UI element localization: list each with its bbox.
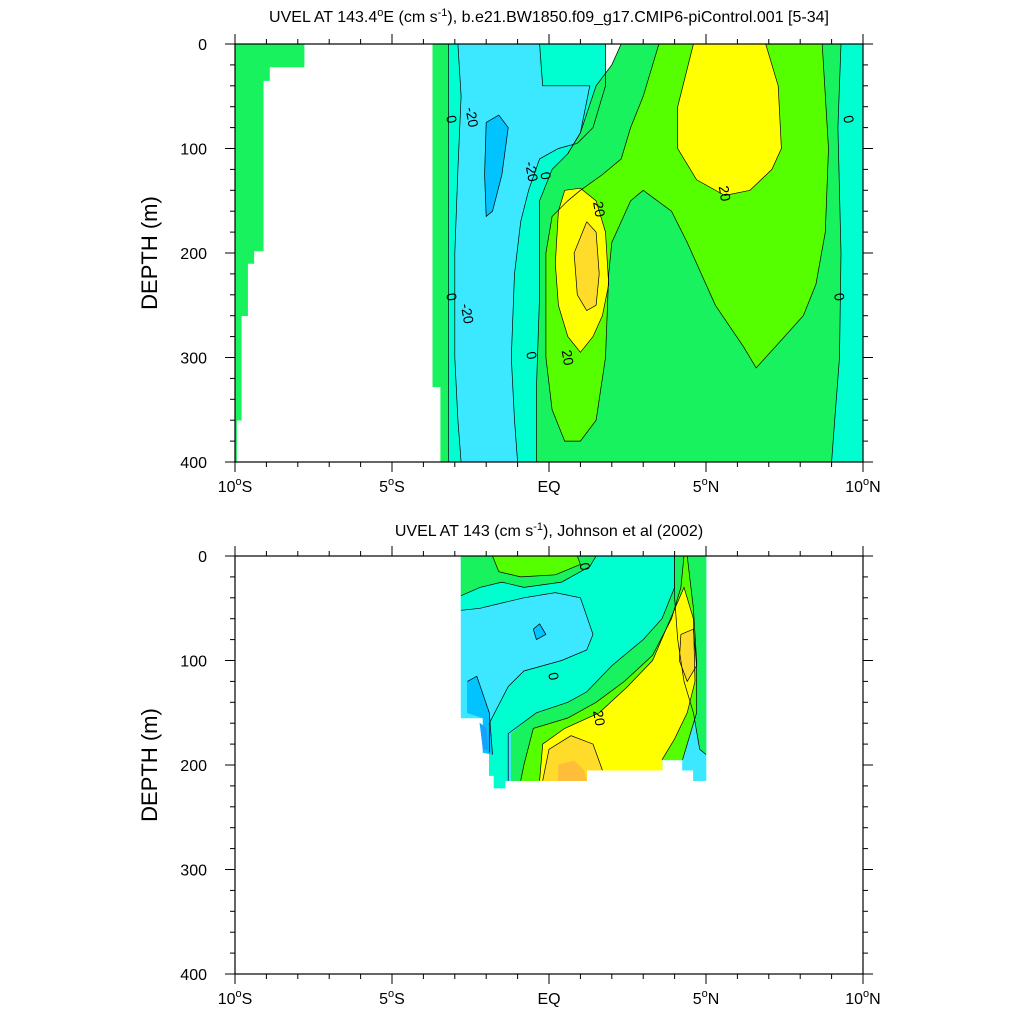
x-tick-label: 10oN xyxy=(845,988,880,1008)
chart-title: UVEL AT 143 (cm s-1), Johnson et al (200… xyxy=(395,521,703,540)
y-tick-label: 100 xyxy=(180,142,207,159)
y-tick-label: 0 xyxy=(198,37,207,54)
contour-label: 20 xyxy=(590,200,608,218)
contour-label: 20 xyxy=(590,709,608,727)
y-tick-label: 300 xyxy=(180,351,207,368)
y-axis-label: DEPTH (m) xyxy=(137,196,162,310)
x-tick-label: EQ xyxy=(537,479,560,496)
contour-line-9 xyxy=(674,556,707,755)
y-tick-label: 200 xyxy=(180,246,207,263)
plot-area xyxy=(235,44,863,462)
plot-area xyxy=(460,556,707,789)
contour-line-5 xyxy=(545,44,829,442)
x-tick-label: 10oN xyxy=(845,476,880,496)
contour-label: 0 xyxy=(831,292,848,303)
contour-line-9 xyxy=(484,114,509,218)
contour-line-1 xyxy=(492,556,581,578)
x-tick-label: 5oN xyxy=(693,476,720,496)
contour-line-3 xyxy=(507,556,675,781)
y-tick-label: 0 xyxy=(198,549,207,566)
contour-label: 0 xyxy=(577,561,594,572)
x-tick-label: 5oN xyxy=(693,988,720,1008)
contour-line-4 xyxy=(520,556,685,781)
y-tick-label: 400 xyxy=(180,967,207,984)
x-tick-label: 10oS xyxy=(218,476,253,496)
contour-label: 0 xyxy=(537,170,554,181)
contour-line-5 xyxy=(539,586,696,781)
contour-line-6 xyxy=(542,735,603,781)
contour-line-4 xyxy=(567,44,622,154)
contour-fill-9 xyxy=(677,44,782,196)
contour-line-11 xyxy=(532,623,547,641)
y-tick-label: 300 xyxy=(180,863,207,880)
y-tick-label: 100 xyxy=(180,654,207,671)
contour-label: 0 xyxy=(443,114,460,125)
contour-label: -20 xyxy=(522,160,541,183)
contour-line-8 xyxy=(682,556,697,760)
contour-label: 0 xyxy=(523,350,540,361)
y-tick-label: 200 xyxy=(180,758,207,775)
contour-line-8 xyxy=(573,221,600,311)
contour-label: 0 xyxy=(443,292,460,303)
contour-line-7 xyxy=(554,187,610,353)
contour-line-10 xyxy=(831,44,842,462)
contour-label: 20 xyxy=(559,348,577,366)
y-axis-label: DEPTH (m) xyxy=(137,708,162,822)
contour-label: 0 xyxy=(545,671,562,682)
x-tick-label: 5oS xyxy=(379,476,405,496)
contour-fill-5 xyxy=(479,722,489,750)
panel-observations: 0 0 20 10oS 5oS EQ 5oN 10oN 0 100 200 300 400 DEPTH (… xyxy=(137,521,881,1008)
contour-fill-1 xyxy=(432,44,449,462)
contour-line-2 xyxy=(536,44,591,462)
x-tick-label: 10oS xyxy=(218,988,253,1008)
x-tick-label: EQ xyxy=(537,991,560,1008)
y-tick-label: 400 xyxy=(180,455,207,472)
contour-line-6 xyxy=(677,44,782,196)
contour-line-3 xyxy=(510,44,606,462)
contour-label: -20 xyxy=(462,106,481,129)
contour-label: -20 xyxy=(458,302,477,325)
contour-label: 20 xyxy=(716,184,734,202)
contour-line-10 xyxy=(467,675,493,755)
contour-fill-13 xyxy=(558,760,588,782)
contour-line-1 xyxy=(454,44,462,462)
chart-title: UVEL AT 143.4oE (cm s-1), b.e21.BW1850.f… xyxy=(269,7,829,26)
contour-fill-0 xyxy=(235,44,305,462)
contour-line-2 xyxy=(461,592,594,753)
contour-line-0 xyxy=(460,556,597,597)
contour-line-7 xyxy=(678,628,697,683)
contour-label: 0 xyxy=(840,114,857,125)
x-tick-label: 5oS xyxy=(379,988,405,1008)
